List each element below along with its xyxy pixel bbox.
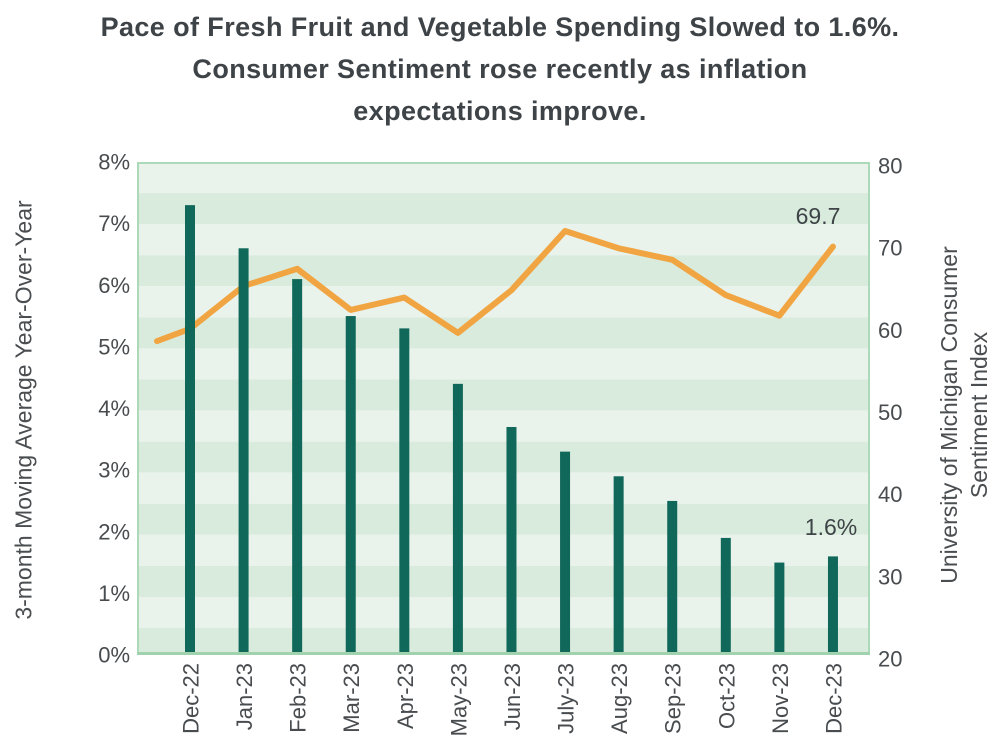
bar-Aug-23	[613, 476, 624, 654]
annotation-spending-latest: 1.6%	[804, 514, 858, 540]
bar-Jan-23	[238, 248, 249, 654]
left-axis-tick: 0%	[98, 643, 130, 668]
left-axis-tick: 4%	[98, 396, 130, 421]
stripe-band	[137, 410, 870, 442]
stripe-band	[137, 441, 870, 473]
x-axis-label-Aug-23: Aug-23	[607, 663, 632, 734]
bar-Dec-23	[827, 556, 838, 654]
bar-Nov-23	[774, 562, 785, 654]
stripe-band	[137, 379, 870, 411]
stripe-band	[137, 162, 870, 194]
bar-Apr-23	[399, 328, 410, 654]
right-axis-tick: 50	[878, 400, 902, 425]
left-axis-tick: 2%	[98, 519, 130, 544]
plot-stripes	[137, 162, 870, 655]
right-axis-tick: 60	[878, 318, 902, 343]
bar-July-23	[560, 451, 571, 654]
x-axis-label-Jun-23: Jun-23	[500, 663, 525, 730]
x-axis-label-July-23: July-23	[554, 663, 579, 734]
sentiment-line	[154, 228, 836, 345]
x-axis-label-Apr-23: Apr-23	[393, 663, 418, 729]
stripe-band	[137, 317, 870, 349]
right-axis-tick: 40	[878, 482, 902, 507]
stripe-band	[137, 534, 870, 566]
right-axis-tick: 20	[878, 647, 902, 672]
stripe-band	[137, 596, 870, 629]
bar-Oct-23	[720, 537, 731, 654]
right-axis-tick: 80	[878, 154, 902, 179]
chart-title-line-3: expectations improve.	[353, 96, 647, 126]
x-axis-label-Sep-23: Sep-23	[661, 663, 686, 734]
x-axis-label-Mar-23: Mar-23	[339, 663, 364, 733]
x-axis-label-Jan-23: Jan-23	[232, 663, 257, 730]
right-axis-tick: 70	[878, 236, 902, 261]
stripe-band	[137, 565, 870, 597]
x-axis-labels: Dec-22 Jan-23 Feb-23 Mar-23 Apr-23 May-23 Jun-…	[179, 663, 847, 736]
x-axis-label-Nov-23: Nov-23	[768, 663, 793, 734]
right-axis-tick-labels: 20 30 40 50 60 70 80	[878, 154, 902, 672]
x-axis-label-May-23: May-23	[446, 663, 471, 736]
left-axis-tick: 1%	[98, 581, 130, 606]
bar-Dec-22	[185, 205, 195, 654]
stripe-band	[137, 628, 870, 655]
left-axis-tick: 8%	[98, 150, 130, 175]
chart-title: Pace of Fresh Fruit and Vegetable Spendi…	[0, 6, 1000, 132]
annotation-sentiment-latest: 69.7	[795, 203, 841, 229]
x-axis-label-Dec-23: Dec-23	[821, 663, 846, 734]
chart-title-line-2: Consumer Sentiment rose recently as infl…	[192, 54, 808, 84]
left-axis-tick: 3%	[98, 458, 130, 483]
stripe-band	[137, 193, 870, 225]
bar-Jun-23	[506, 426, 517, 654]
bar-Mar-23	[345, 316, 356, 654]
left-axis-tick: 5%	[98, 334, 130, 359]
bar-Feb-23	[292, 279, 303, 654]
bar-May-23	[452, 383, 463, 654]
spending-bars	[185, 205, 838, 654]
stripe-band	[137, 224, 870, 256]
x-axis-label-Oct-23: Oct-23	[714, 663, 739, 729]
stripe-band	[137, 472, 870, 504]
chart-title-line-1: Pace of Fresh Fruit and Vegetable Spendi…	[100, 12, 900, 42]
stripe-band	[137, 503, 870, 535]
stripe-band	[137, 348, 870, 380]
left-axis-tick-labels: 0% 1% 2% 3% 4% 5% 6% 7% 8%	[98, 150, 130, 668]
right-axis-tick: 30	[878, 564, 902, 589]
left-axis-tick: 6%	[98, 273, 130, 298]
left-axis-tick: 7%	[98, 211, 130, 236]
x-axis-label-Feb-23: Feb-23	[286, 663, 311, 733]
x-axis-label-Dec-22: Dec-22	[179, 663, 204, 734]
bar-Sep-23	[667, 500, 678, 654]
